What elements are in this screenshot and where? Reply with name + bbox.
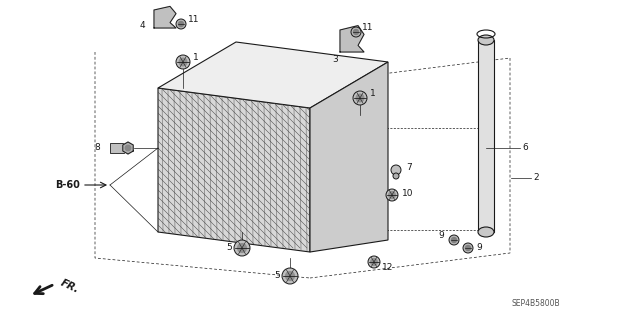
Circle shape bbox=[368, 256, 380, 268]
Circle shape bbox=[388, 192, 396, 198]
Text: 9: 9 bbox=[438, 232, 444, 241]
Circle shape bbox=[179, 21, 184, 26]
Circle shape bbox=[353, 91, 367, 105]
Circle shape bbox=[386, 189, 398, 201]
Text: 2: 2 bbox=[533, 174, 539, 182]
FancyBboxPatch shape bbox=[110, 143, 124, 153]
Circle shape bbox=[125, 145, 131, 151]
Text: 11: 11 bbox=[362, 23, 374, 32]
Text: 6: 6 bbox=[522, 144, 528, 152]
Text: 5: 5 bbox=[227, 243, 232, 253]
Circle shape bbox=[449, 235, 459, 245]
Circle shape bbox=[353, 29, 358, 34]
Polygon shape bbox=[310, 62, 388, 252]
Circle shape bbox=[393, 173, 399, 179]
Text: FR.: FR. bbox=[59, 278, 81, 295]
Polygon shape bbox=[154, 6, 176, 28]
Text: 7: 7 bbox=[406, 164, 412, 173]
Circle shape bbox=[371, 259, 378, 265]
Circle shape bbox=[285, 271, 294, 280]
Circle shape bbox=[465, 246, 470, 250]
Text: 10: 10 bbox=[402, 189, 413, 197]
Circle shape bbox=[391, 165, 401, 175]
Circle shape bbox=[234, 240, 250, 256]
Text: 11: 11 bbox=[188, 14, 200, 24]
Text: 1: 1 bbox=[370, 90, 376, 99]
Polygon shape bbox=[158, 42, 388, 108]
Text: 4: 4 bbox=[140, 21, 145, 31]
Ellipse shape bbox=[478, 35, 494, 45]
Text: 8: 8 bbox=[94, 144, 100, 152]
Circle shape bbox=[282, 268, 298, 284]
Polygon shape bbox=[158, 88, 310, 252]
Circle shape bbox=[463, 243, 473, 253]
Circle shape bbox=[176, 55, 190, 69]
Polygon shape bbox=[340, 26, 364, 52]
Text: 9: 9 bbox=[476, 243, 482, 253]
Circle shape bbox=[176, 19, 186, 29]
Text: 3: 3 bbox=[332, 56, 338, 64]
Circle shape bbox=[237, 244, 246, 252]
Polygon shape bbox=[123, 142, 133, 154]
FancyBboxPatch shape bbox=[478, 40, 494, 232]
Circle shape bbox=[179, 58, 187, 66]
Text: B-60: B-60 bbox=[55, 180, 80, 190]
Text: 1: 1 bbox=[193, 54, 199, 63]
Circle shape bbox=[356, 94, 364, 102]
Text: SEP4B5800B: SEP4B5800B bbox=[511, 299, 560, 308]
Ellipse shape bbox=[478, 227, 494, 237]
Text: 12: 12 bbox=[382, 263, 394, 272]
Circle shape bbox=[451, 238, 456, 242]
Text: 5: 5 bbox=[275, 271, 280, 280]
Circle shape bbox=[351, 27, 361, 37]
